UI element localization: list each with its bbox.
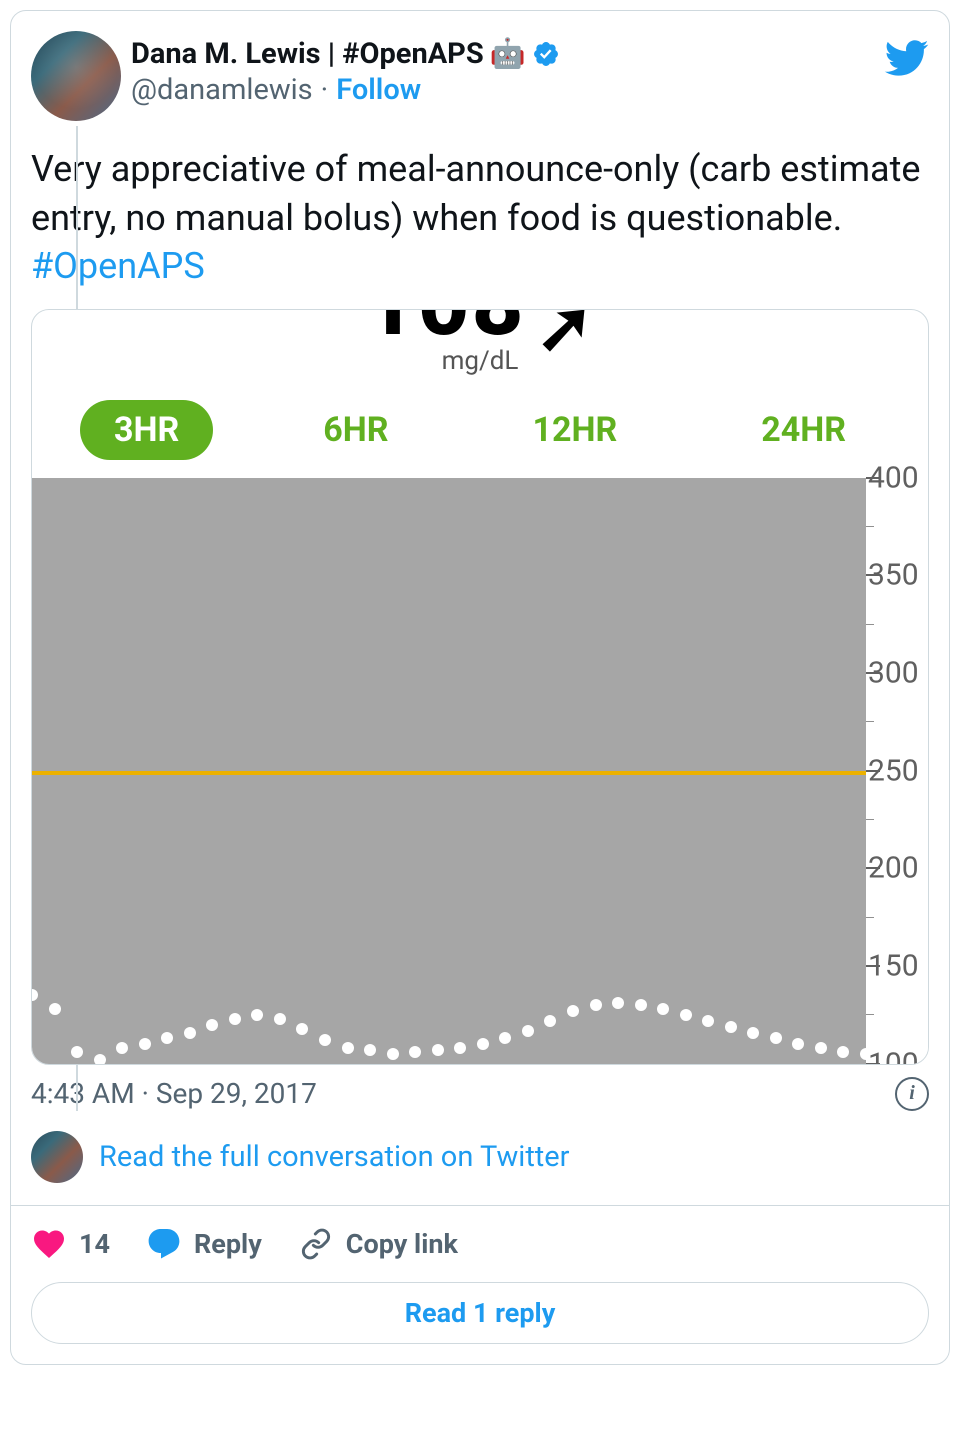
cgm-data-point (116, 1042, 128, 1054)
copy-link-action[interactable]: Copy link (298, 1226, 458, 1262)
cgm-data-point (499, 1032, 511, 1044)
y-minor-tick (866, 624, 874, 625)
tweet-header: Dana M. Lewis | #OpenAPS 🤖 @danamlewis ·… (31, 31, 929, 121)
reply-action[interactable]: Reply (146, 1226, 262, 1262)
actions-row: 14 Reply Copy link (11, 1206, 949, 1276)
cgm-data-point (477, 1038, 489, 1050)
cgm-data-point (635, 999, 647, 1011)
cgm-data-point (544, 1015, 556, 1027)
cgm-data-point (770, 1032, 782, 1044)
twitter-logo-icon[interactable] (883, 35, 929, 81)
author-display-name: Dana M. Lewis | #OpenAPS (131, 37, 484, 71)
cgm-data-point (319, 1034, 331, 1046)
cgm-data-point (747, 1027, 759, 1039)
like-count: 14 (79, 1228, 110, 1260)
cgm-data-point (206, 1019, 218, 1031)
y-axis-label: 400 (868, 460, 919, 495)
tab-12hr[interactable]: 12HR (498, 400, 651, 460)
tweet-text-body: Very appreciative of meal-announce-only … (31, 148, 920, 239)
reply-icon (146, 1226, 182, 1262)
read-replies-button[interactable]: Read 1 reply (31, 1282, 929, 1344)
y-axis-label: 300 (868, 656, 919, 691)
cgm-data-point (792, 1038, 804, 1050)
small-avatar (31, 1131, 83, 1183)
cgm-data-point (71, 1046, 83, 1058)
y-minor-tick (866, 526, 874, 527)
y-axis-label: 150 (868, 949, 919, 984)
tweet-card: Dana M. Lewis | #OpenAPS 🤖 @danamlewis ·… (10, 10, 950, 1365)
cgm-data-point (94, 1054, 106, 1065)
cgm-data-point (612, 997, 624, 1009)
tab-3hr[interactable]: 3HR (80, 400, 213, 460)
y-minor-tick (866, 1014, 874, 1015)
tweet-meta-row: 4:43 AM · Sep 29, 2017 i (31, 1077, 929, 1111)
tweet-text: Very appreciative of meal-announce-only … (31, 145, 929, 291)
tweet-body: Dana M. Lewis | #OpenAPS 🤖 @danamlewis ·… (11, 11, 949, 1111)
cgm-data-point (364, 1044, 376, 1056)
cgm-data-point (139, 1038, 151, 1050)
heart-icon (31, 1226, 67, 1262)
tweet-media[interactable]: 108 ➚ mg/dL 3HR 6HR 12HR 24HR 4003503002… (31, 309, 929, 1065)
cgm-data-point (432, 1044, 444, 1056)
cgm-data-point (31, 989, 38, 1001)
cgm-y-axis: 400350300250200150100 (866, 478, 928, 1064)
cgm-data-point (680, 1009, 692, 1021)
y-minor-tick (866, 721, 874, 722)
cgm-data-point (229, 1013, 241, 1025)
y-minor-tick (866, 819, 874, 820)
cgm-data-point (251, 1009, 263, 1021)
cgm-data-point (296, 1023, 308, 1035)
author-emoji: 🤖 (490, 37, 526, 71)
cgm-data-point (49, 1003, 61, 1015)
cgm-data-point (274, 1013, 286, 1025)
avatar[interactable] (31, 31, 121, 121)
author-handle-line: @danamlewis · Follow (131, 73, 560, 107)
cgm-data-point (567, 1005, 579, 1017)
follow-link[interactable]: Follow (336, 73, 421, 107)
y-minor-tick (866, 917, 874, 918)
tab-6hr[interactable]: 6HR (289, 400, 422, 460)
cgm-data-point (342, 1042, 354, 1054)
like-action[interactable]: 14 (31, 1226, 110, 1262)
cgm-chart (32, 478, 866, 1064)
y-axis-label: 250 (868, 753, 919, 788)
y-axis-label: 200 (868, 851, 919, 886)
tweet-hashtag[interactable]: #OpenAPS (31, 245, 205, 287)
author-block: Dana M. Lewis | #OpenAPS 🤖 @danamlewis ·… (131, 31, 560, 107)
author-handle[interactable]: @danamlewis (131, 73, 313, 107)
high-threshold-line (32, 771, 866, 775)
separator-dot: · (321, 73, 329, 107)
conversation-link[interactable]: Read the full conversation on Twitter (99, 1140, 570, 1174)
conversation-row[interactable]: Read the full conversation on Twitter (11, 1131, 949, 1205)
trend-arrow-icon: ➚ (536, 309, 597, 369)
copy-link-label: Copy link (346, 1228, 458, 1260)
cgm-unit: mg/dL (442, 346, 519, 376)
tweet-timestamp[interactable]: 4:43 AM · Sep 29, 2017 (31, 1077, 317, 1110)
cgm-data-point (657, 1003, 669, 1015)
cgm-data-point (590, 999, 602, 1011)
cgm-data-point (454, 1042, 466, 1054)
author-name-line[interactable]: Dana M. Lewis | #OpenAPS 🤖 (131, 37, 560, 71)
link-icon (298, 1226, 334, 1262)
cgm-data-point (522, 1025, 534, 1037)
cgm-data-point (837, 1046, 849, 1058)
y-axis-label: 100 (868, 1046, 919, 1065)
tweet-actions: 14 Reply Copy link Read 1 reply (11, 1205, 949, 1344)
cgm-data-point (815, 1042, 827, 1054)
reply-label: Reply (194, 1228, 262, 1260)
cgm-data-point (387, 1048, 399, 1060)
cgm-data-point (725, 1021, 737, 1033)
y-axis-label: 350 (868, 558, 919, 593)
verified-badge-icon (532, 40, 560, 68)
time-range-tabs: 3HR 6HR 12HR 24HR (32, 396, 928, 464)
info-icon[interactable]: i (895, 1077, 929, 1111)
tab-24hr[interactable]: 24HR (727, 400, 880, 460)
cgm-data-point (161, 1032, 173, 1044)
cgm-data-point (702, 1015, 714, 1027)
cgm-data-point (409, 1046, 421, 1058)
cgm-data-point (184, 1027, 196, 1039)
